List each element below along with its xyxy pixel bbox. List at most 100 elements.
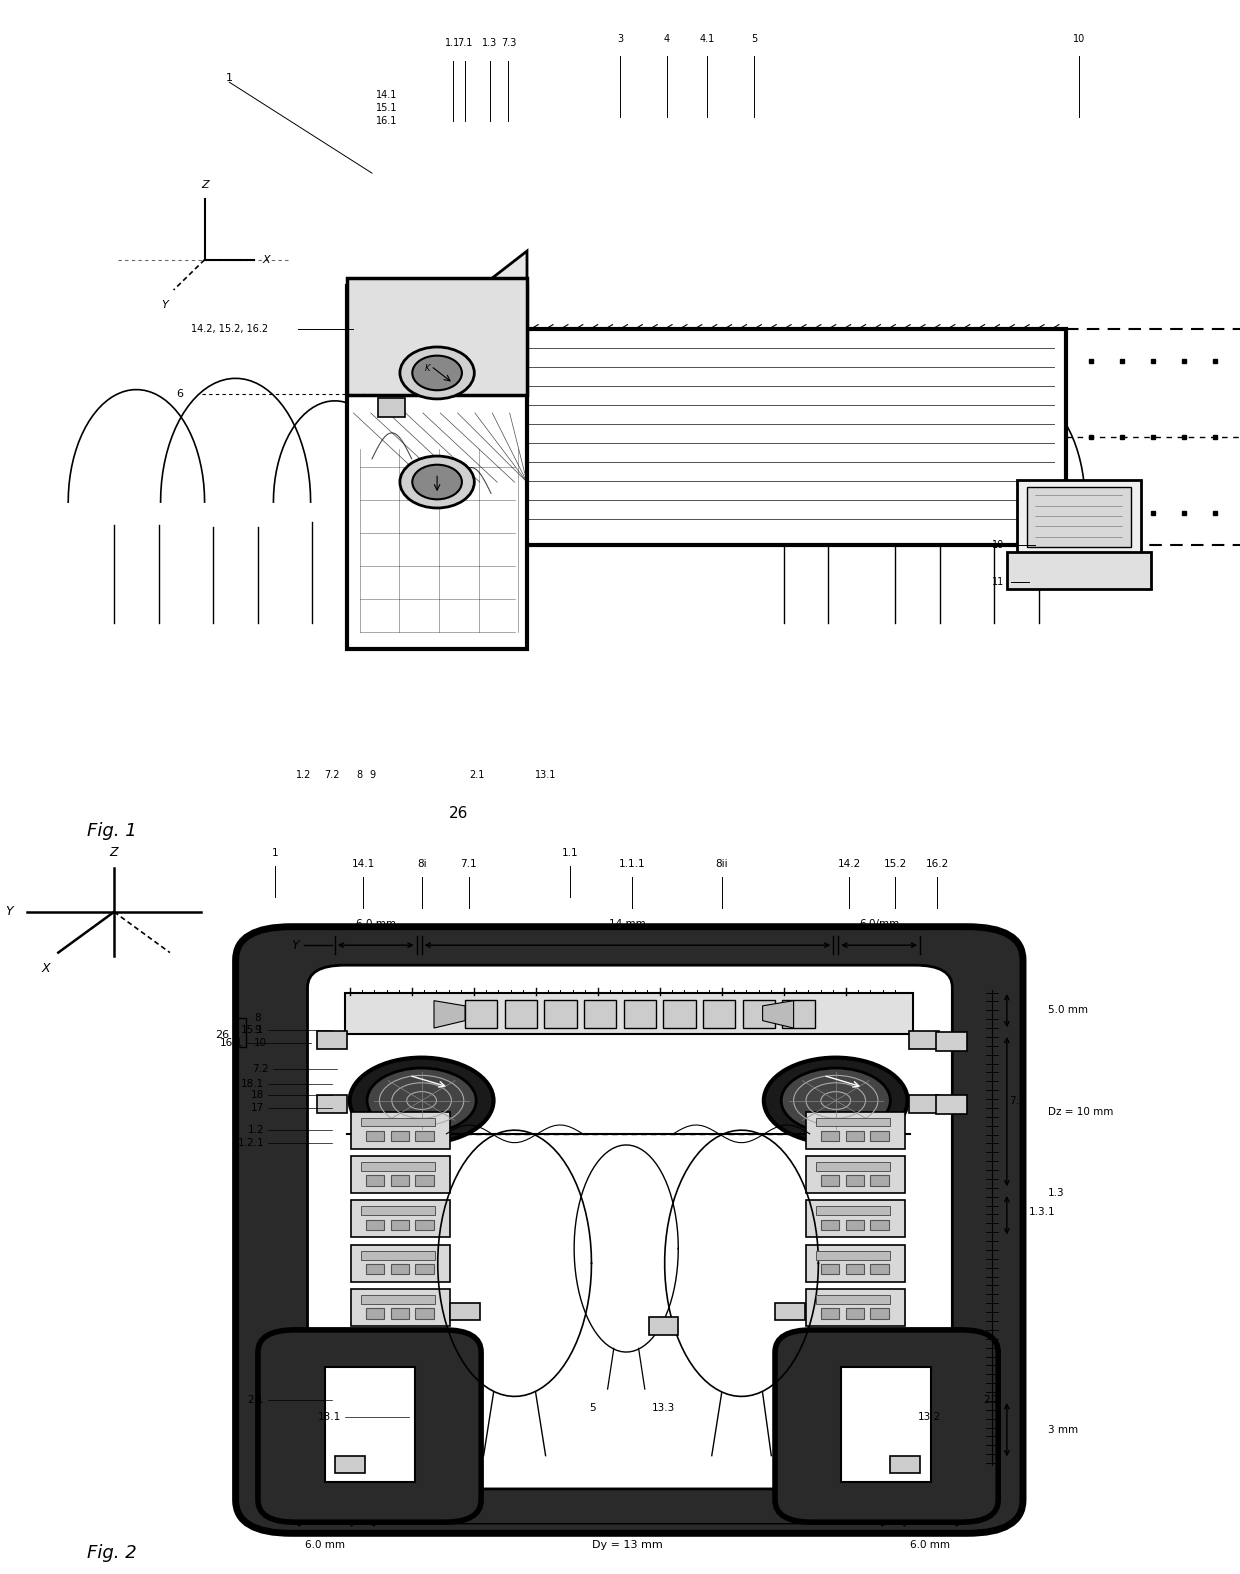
Text: 3 mm: 3 mm: [1048, 1424, 1078, 1435]
Bar: [351, 1201, 450, 1237]
Bar: [361, 1118, 435, 1127]
Text: 13.1: 13.1: [534, 770, 557, 779]
Text: Z: Z: [201, 181, 208, 190]
Bar: [391, 1176, 409, 1185]
Text: 2.1: 2.1: [470, 770, 485, 779]
Text: 4: 4: [665, 35, 670, 44]
Text: 1.3: 1.3: [482, 38, 497, 49]
Text: 14.2, 15.2, 16.2: 14.2, 15.2, 16.2: [191, 324, 268, 334]
Text: 2.1: 2.1: [248, 1395, 264, 1406]
Bar: [465, 999, 497, 1028]
Bar: [775, 1303, 805, 1321]
Circle shape: [412, 464, 463, 499]
Text: 13.1: 13.1: [317, 1412, 341, 1423]
Bar: [816, 1162, 890, 1171]
Bar: [391, 1264, 409, 1275]
Text: 6.0 mm: 6.0 mm: [356, 919, 396, 929]
Polygon shape: [434, 1001, 465, 1028]
Circle shape: [399, 346, 474, 398]
Bar: [806, 1155, 905, 1193]
Bar: [366, 1264, 384, 1275]
FancyBboxPatch shape: [308, 965, 952, 1489]
Polygon shape: [763, 1001, 794, 1028]
Text: 8: 8: [254, 1012, 260, 1023]
Bar: [1017, 480, 1141, 554]
Bar: [415, 1130, 434, 1141]
Bar: [806, 1201, 905, 1237]
FancyBboxPatch shape: [775, 1330, 998, 1522]
Bar: [870, 1220, 889, 1229]
Circle shape: [412, 356, 463, 390]
Text: 10: 10: [1073, 35, 1085, 44]
Text: 13.3: 13.3: [652, 1402, 675, 1412]
FancyBboxPatch shape: [258, 1330, 481, 1522]
Bar: [821, 1220, 839, 1229]
Bar: [378, 398, 405, 417]
Bar: [415, 1308, 434, 1319]
Text: 5: 5: [589, 1402, 596, 1412]
Text: Dy = 13 mm: Dy = 13 mm: [591, 1539, 663, 1550]
Bar: [366, 1308, 384, 1319]
Text: 1.2: 1.2: [248, 1125, 264, 1135]
Bar: [846, 1308, 864, 1319]
Text: 15.2: 15.2: [884, 859, 906, 869]
Bar: [806, 1111, 905, 1149]
Circle shape: [350, 1058, 494, 1143]
Circle shape: [764, 1058, 908, 1143]
Bar: [846, 1264, 864, 1275]
Text: 1.3: 1.3: [1048, 1188, 1064, 1198]
Bar: [821, 1130, 839, 1141]
Bar: [870, 1130, 889, 1141]
Bar: [351, 1111, 450, 1149]
Bar: [782, 999, 815, 1028]
Bar: [1007, 552, 1151, 589]
Bar: [415, 1220, 434, 1229]
Text: 7.1: 7.1: [460, 859, 477, 869]
Text: 1.2.1: 1.2.1: [238, 1138, 264, 1149]
Bar: [870, 1264, 889, 1275]
Bar: [584, 999, 616, 1028]
Bar: [821, 1264, 839, 1275]
Text: K: K: [424, 364, 430, 373]
Bar: [816, 1295, 890, 1303]
Text: 5.0 mm: 5.0 mm: [1048, 1006, 1087, 1015]
Text: 16.1: 16.1: [219, 1037, 243, 1048]
Text: 26: 26: [449, 806, 469, 822]
Bar: [366, 1130, 384, 1141]
Text: 10: 10: [992, 540, 1004, 551]
Text: 1.1: 1.1: [445, 38, 460, 49]
Text: 16.1: 16.1: [376, 116, 397, 126]
Bar: [936, 1033, 967, 1051]
Bar: [361, 1206, 435, 1215]
Text: 1.1: 1.1: [562, 848, 579, 858]
Text: 9: 9: [254, 1025, 260, 1036]
Bar: [663, 999, 696, 1028]
Text: 7.2: 7.2: [253, 1064, 269, 1075]
Text: 16.2: 16.2: [926, 859, 949, 869]
Bar: [816, 1118, 890, 1127]
Bar: [505, 999, 537, 1028]
Text: 7.3: 7.3: [501, 38, 516, 49]
Text: 9: 9: [370, 770, 374, 779]
Text: 18.1: 18.1: [241, 1078, 264, 1089]
Text: Y: Y: [161, 299, 169, 310]
Circle shape: [367, 1069, 476, 1133]
Bar: [361, 1162, 435, 1171]
Text: 1.1.1: 1.1.1: [619, 859, 646, 869]
Text: 5: 5: [750, 35, 758, 44]
Bar: [366, 1220, 384, 1229]
Text: 1.3.1: 1.3.1: [1029, 1207, 1055, 1217]
Text: Z: Z: [110, 845, 118, 859]
Text: 1: 1: [226, 72, 233, 83]
Text: 8: 8: [357, 770, 362, 779]
Text: 26: 26: [216, 1031, 229, 1040]
Text: 15.1: 15.1: [241, 1025, 264, 1036]
Text: Y: Y: [291, 938, 299, 952]
Bar: [544, 999, 577, 1028]
Text: Dz = 10 mm: Dz = 10 mm: [1048, 1107, 1114, 1116]
Text: 1: 1: [272, 848, 279, 858]
Text: 6.0 mm: 6.0 mm: [910, 1539, 950, 1550]
Bar: [703, 999, 735, 1028]
Text: Fig. 2: Fig. 2: [87, 1544, 136, 1563]
Bar: [450, 1303, 480, 1321]
